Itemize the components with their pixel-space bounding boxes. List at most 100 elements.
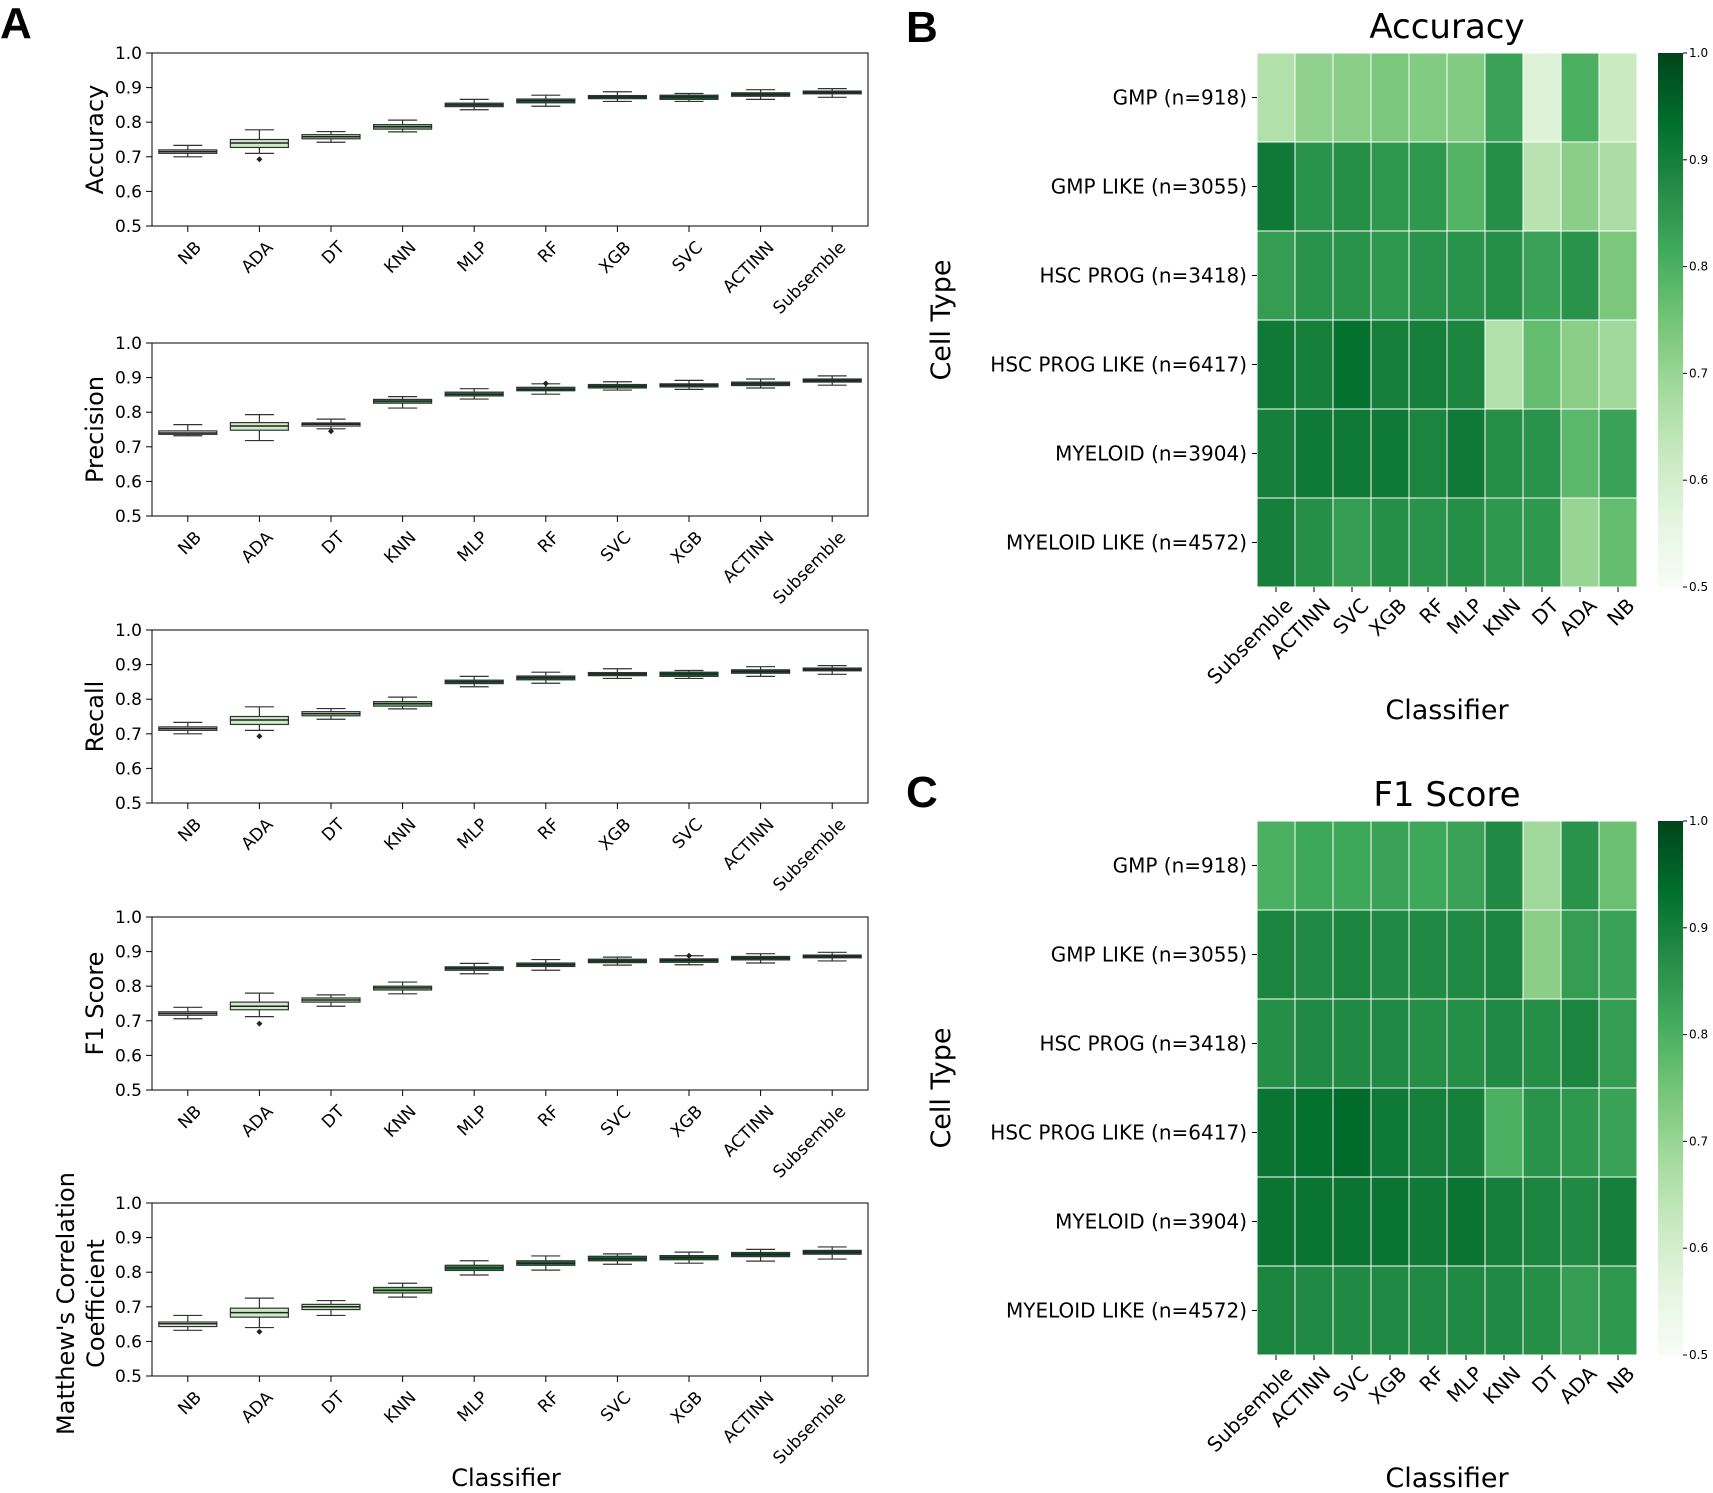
- heatmap-cell: [1598, 141, 1638, 232]
- y-tick-label: 0.5: [115, 1081, 142, 1101]
- y-tick-label: 1.0: [115, 44, 142, 64]
- x-tick-label: Subsemble: [769, 815, 850, 896]
- heatmap-cell: [1484, 820, 1524, 911]
- cell-type-label: GMP (n=918): [1113, 86, 1247, 110]
- x-tick-label: MLP: [454, 528, 492, 566]
- x-tick-label: XGB: [667, 1388, 707, 1428]
- heatmap-cell: [1484, 408, 1524, 499]
- y-tick-label: 0.8: [115, 977, 142, 997]
- accuracy-boxplot: 0.5 0.6 0.7 0.8 0.9 1.0 Accuracy NB ADA DT KNN MLP R…: [81, 44, 869, 319]
- heatmap-cell: [1560, 230, 1600, 321]
- heatmap-cell: [1370, 1087, 1410, 1178]
- x-tick-label: SVC: [669, 238, 707, 276]
- heatmap-cell: [1332, 820, 1372, 911]
- f1-score-heatmap-x-axis-label: Classifier: [1385, 1463, 1509, 1493]
- heatmap-cell: [1446, 497, 1486, 588]
- heatmap-cell: [1256, 998, 1296, 1089]
- heatmap-cell: [1522, 1087, 1562, 1178]
- panel-label-b: B: [906, 3, 938, 52]
- classifier-label: ADA: [1554, 1361, 1601, 1408]
- x-tick-label: KNN: [381, 528, 421, 568]
- classifier-label: ADA: [1554, 593, 1601, 640]
- heatmap-cell: [1332, 408, 1372, 499]
- heatmap-cell: [1294, 909, 1334, 1000]
- heatmap-cell: [1598, 497, 1638, 588]
- heatmap-cell: [1294, 230, 1334, 321]
- x-tick-label: ADA: [238, 1102, 278, 1142]
- y-tick-label: 0.7: [115, 148, 142, 168]
- cell-type-label: MYELOID (n=3904): [1055, 1210, 1247, 1234]
- heatmap-cell: [1294, 408, 1334, 499]
- heatmap-cell: [1370, 497, 1410, 588]
- heatmap-cell: [1598, 52, 1638, 143]
- heatmap-cell: [1294, 497, 1334, 588]
- heatmap-cell: [1484, 319, 1524, 410]
- x-tick-label: KNN: [381, 815, 421, 855]
- classifier-label: MLP: [1442, 593, 1488, 639]
- colorbar-tick-label: 0.9: [1689, 153, 1708, 167]
- heatmap-cell: [1370, 909, 1410, 1000]
- heatmap-cell: [1522, 52, 1562, 143]
- heatmap-cell: [1370, 52, 1410, 143]
- x-tick-label: SVC: [597, 1388, 635, 1426]
- heatmap-cell: [1522, 1176, 1562, 1267]
- x-tick-label: Subsemble: [769, 1102, 850, 1183]
- x-tick-label: XGB: [667, 1102, 707, 1142]
- x-tick-label: NB: [174, 1388, 205, 1419]
- mcc-plot-area: [151, 1202, 869, 1377]
- accuracy-heatmap-title: Accuracy: [1369, 7, 1524, 47]
- x-tick-label: XGB: [667, 528, 707, 568]
- cell-type-label: HSC PROG (n=3418): [1039, 1032, 1247, 1056]
- x-tick-label: ACTINN: [719, 815, 778, 874]
- y-tick-label: 0.6: [115, 472, 142, 492]
- x-tick-label: ACTINN: [719, 238, 778, 297]
- y-tick-label: 0.6: [115, 182, 142, 202]
- heatmap-cell: [1560, 497, 1600, 588]
- classifier-label: MLP: [1442, 1361, 1488, 1407]
- y-tick-label: 0.6: [115, 1332, 142, 1352]
- precision-y-axis-label: Precision: [81, 376, 109, 483]
- heatmap-cell: [1598, 1087, 1638, 1178]
- heatmap-cell: [1256, 141, 1296, 232]
- x-tick-label: ACTINN: [719, 1102, 778, 1161]
- heatmap-cell: [1446, 909, 1486, 1000]
- heatmap-cell: [1598, 909, 1638, 1000]
- heatmap-cell: [1294, 52, 1334, 143]
- cell-type-label: GMP LIKE (n=3055): [1051, 943, 1247, 967]
- x-tick-label: SVC: [669, 815, 707, 853]
- accuracy-heatmap: Accuracy GMP (n=918) GMP LIKE (n=3055) HSC …: [926, 7, 1708, 726]
- mcc-y-axis-label-line: Coefficient: [82, 1239, 110, 1368]
- heatmap-cell: [1560, 319, 1600, 410]
- heatmap-cell: [1560, 141, 1600, 232]
- heatmap-cell: [1484, 1176, 1524, 1267]
- y-tick-label: 0.9: [115, 1229, 142, 1249]
- heatmap-cell: [1256, 909, 1296, 1000]
- x-tick-label: KNN: [381, 1388, 421, 1428]
- heatmap-cell: [1408, 1087, 1448, 1178]
- outlier-point: [542, 380, 549, 387]
- y-tick-label: 0.8: [115, 113, 142, 133]
- x-tick-label: RF: [534, 528, 563, 557]
- heatmap-cell: [1598, 820, 1638, 911]
- y-tick-label: 0.7: [115, 438, 142, 458]
- heatmap-cell: [1294, 1265, 1334, 1356]
- x-tick-label: KNN: [381, 1102, 421, 1142]
- y-tick-label: 0.7: [115, 1012, 142, 1032]
- y-tick-label: 0.9: [115, 79, 142, 99]
- heatmap-cell: [1446, 1176, 1486, 1267]
- heatmap-cell: [1408, 1265, 1448, 1356]
- heatmap-cell: [1370, 319, 1410, 410]
- colorbar-tick-label: 0.7: [1689, 1134, 1708, 1148]
- heatmap-cell: [1484, 141, 1524, 232]
- heatmap-cell: [1446, 1087, 1486, 1178]
- heatmap-cell: [1332, 909, 1372, 1000]
- x-tick-label: ADA: [238, 815, 278, 855]
- heatmap-cell: [1408, 319, 1448, 410]
- colorbar-tick-label: 0.7: [1689, 366, 1708, 380]
- heatmap-cell: [1484, 998, 1524, 1089]
- x-tick-label: ADA: [238, 1388, 278, 1428]
- heatmap-cell: [1598, 230, 1638, 321]
- x-tick-label: RF: [534, 815, 563, 844]
- accuracy-heatmap-x-axis-label: Classifier: [1385, 695, 1509, 726]
- heatmap-cell: [1294, 1087, 1334, 1178]
